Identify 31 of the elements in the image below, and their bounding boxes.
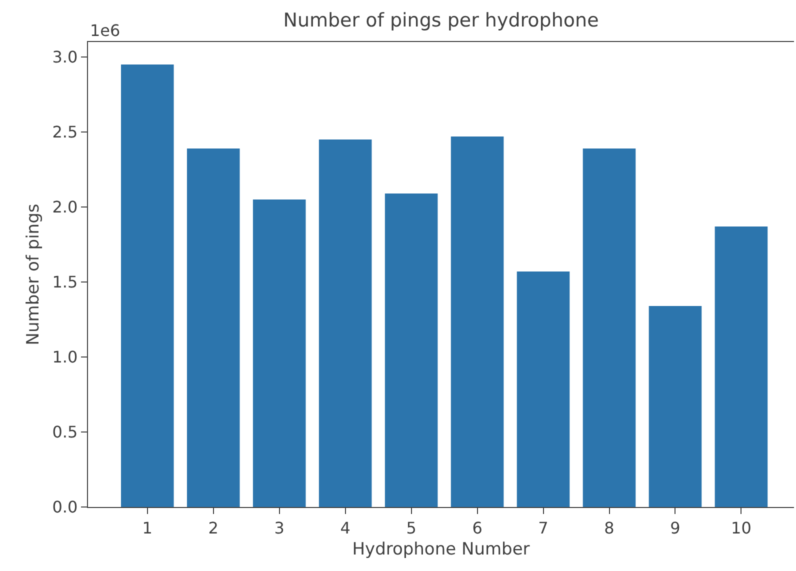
bar — [516, 272, 570, 507]
x-tick-label: 1 — [142, 518, 152, 538]
y-axis-title: Number of pings — [24, 204, 44, 346]
x-tick-label: 4 — [340, 518, 350, 538]
bar — [186, 148, 240, 507]
bar — [648, 306, 702, 507]
bar — [582, 148, 636, 507]
x-tick-label: 8 — [604, 518, 614, 538]
bar — [318, 140, 372, 507]
y-tick-label: 0.0 — [52, 498, 78, 517]
x-tick-label: 3 — [274, 518, 284, 538]
x-tick-label: 6 — [472, 518, 482, 538]
text: 1e6 — [90, 21, 120, 40]
y-tick-label: 2.5 — [52, 122, 78, 142]
x-axis-title: Hydrophone Number — [352, 540, 530, 560]
x-tick-label: 7 — [538, 518, 548, 538]
bar — [252, 200, 306, 507]
chart-title: Number of pings per hydrophone — [283, 10, 599, 32]
y-tick-label: 0.5 — [52, 422, 78, 442]
x-tick-label: 9 — [670, 518, 680, 538]
y-tick-label: 1.5 — [52, 272, 78, 292]
y-tick-label: 2.0 — [52, 198, 78, 217]
bar — [120, 64, 174, 507]
x-tick-label: 5 — [406, 518, 416, 538]
x-tick-label: 2 — [208, 518, 218, 538]
x-tick-label: 10 — [731, 518, 752, 538]
y-tick-label: 3.0 — [52, 48, 78, 67]
bar — [714, 226, 768, 507]
y-tick-label: 1.0 — [52, 348, 78, 367]
bar — [450, 136, 504, 507]
bar — [384, 194, 438, 507]
